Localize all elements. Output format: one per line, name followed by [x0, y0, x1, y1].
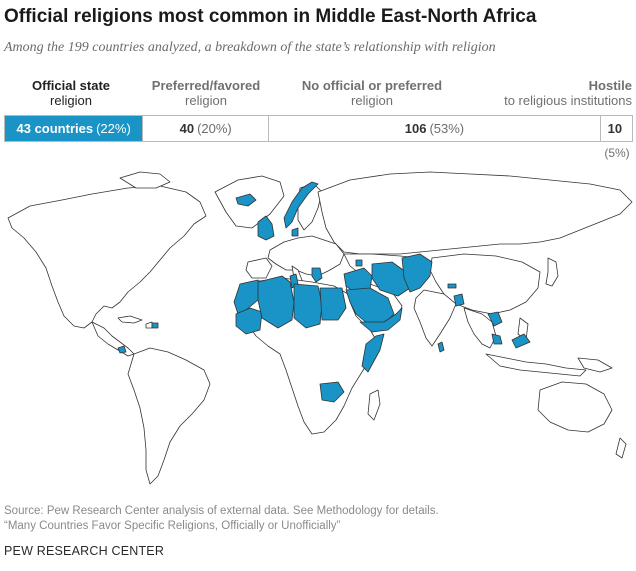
- segment-hostile: 10: [601, 116, 632, 141]
- region-united-kingdom: [257, 215, 275, 241]
- region-madagascar: [367, 389, 381, 421]
- region-armenia: [355, 259, 363, 267]
- segment-none: 106 (53%): [269, 116, 601, 141]
- share-bar: 43 countries (22%) 40 (20%) 106 (53%) 10: [4, 115, 633, 142]
- region-europe: [267, 235, 345, 277]
- region-dominican-republic: [151, 322, 159, 329]
- category-label-hostile: Hostile to religious institutions: [482, 78, 632, 108]
- chart-subtitle: Among the 199 countries analyzed, a brea…: [4, 40, 496, 55]
- region-bangladesh: [453, 293, 465, 307]
- region-australia: [537, 381, 613, 433]
- chart-title: Official religions most common in Middle…: [4, 6, 537, 27]
- brand-footer: PEW RESEARCH CENTER: [4, 544, 165, 558]
- region-russia: [317, 171, 633, 255]
- region-india: [413, 289, 457, 347]
- region-iran: [371, 261, 411, 297]
- segment-hostile-pct: (5%): [604, 146, 630, 160]
- region-denmark: [291, 227, 299, 237]
- region-central-america: [91, 321, 135, 357]
- source-note: Source: Pew Research Center analysis of …: [4, 504, 439, 534]
- region-algeria: [257, 275, 295, 329]
- map-official-state-religion: [117, 181, 531, 403]
- map-land: [7, 171, 633, 485]
- region-egypt: [319, 287, 347, 321]
- segment-preferred: 40 (20%): [143, 116, 270, 141]
- region-cambodia: [487, 311, 503, 327]
- region-hispaniola: [145, 321, 153, 329]
- region-yemen-oman: [359, 307, 403, 333]
- segment-hostile-count: 10: [607, 121, 623, 136]
- region-south-america: [127, 347, 211, 485]
- region-indonesia: [485, 353, 587, 377]
- category-official-subtitle: religion: [50, 93, 92, 108]
- category-label-none: No official or preferred religion: [290, 78, 454, 108]
- segment-none-count: 106: [404, 121, 427, 136]
- region-costa-rica: [117, 345, 127, 354]
- category-label-official: Official state religion: [32, 78, 110, 108]
- category-official-title: Official state: [32, 78, 111, 93]
- region-new-zealand: [615, 437, 627, 459]
- source-line-1: Source: Pew Research Center analysis of …: [4, 505, 439, 517]
- category-preferred-subtitle: religion: [185, 93, 227, 108]
- category-none-title: No official or preferred: [301, 78, 443, 93]
- segment-official-pct: (22%): [96, 121, 131, 136]
- category-hostile-title: Hostile: [588, 78, 632, 93]
- region-southeast-asia: [463, 307, 497, 349]
- region-canada-islands: [119, 171, 171, 189]
- region-north-america: [7, 185, 207, 329]
- source-line-2: “Many Countries Favor Specific Religions…: [4, 520, 341, 532]
- region-iberia: [245, 257, 273, 279]
- region-zambia: [319, 381, 345, 403]
- region-japan: [545, 257, 559, 287]
- region-sri-lanka: [437, 341, 445, 353]
- region-bhutan: [447, 283, 457, 289]
- region-iceland: [235, 193, 257, 207]
- region-norway: [283, 181, 319, 229]
- category-none-subtitle: religion: [351, 93, 393, 108]
- category-preferred-title: Preferred/favored: [151, 78, 261, 93]
- region-cuba: [117, 315, 143, 324]
- region-greece: [311, 267, 323, 283]
- segment-official: 43 countries (22%): [5, 116, 144, 141]
- category-label-preferred: Preferred/favored religion: [148, 78, 264, 108]
- region-new-guinea: [577, 357, 613, 373]
- segment-preferred-count: 40: [179, 121, 195, 136]
- region-afghanistan-pakistan: [401, 253, 433, 293]
- category-hostile-subtitle: to religious institutions: [504, 93, 632, 108]
- region-libya: [293, 283, 323, 329]
- segment-official-count: 43 countries: [16, 121, 94, 136]
- segment-preferred-pct: (20%): [197, 121, 232, 136]
- region-somalia: [361, 333, 385, 373]
- region-malaysia: [491, 333, 531, 349]
- segment-none-pct: (53%): [429, 121, 465, 136]
- region-mauritania: [235, 307, 263, 335]
- world-map: [7, 171, 633, 485]
